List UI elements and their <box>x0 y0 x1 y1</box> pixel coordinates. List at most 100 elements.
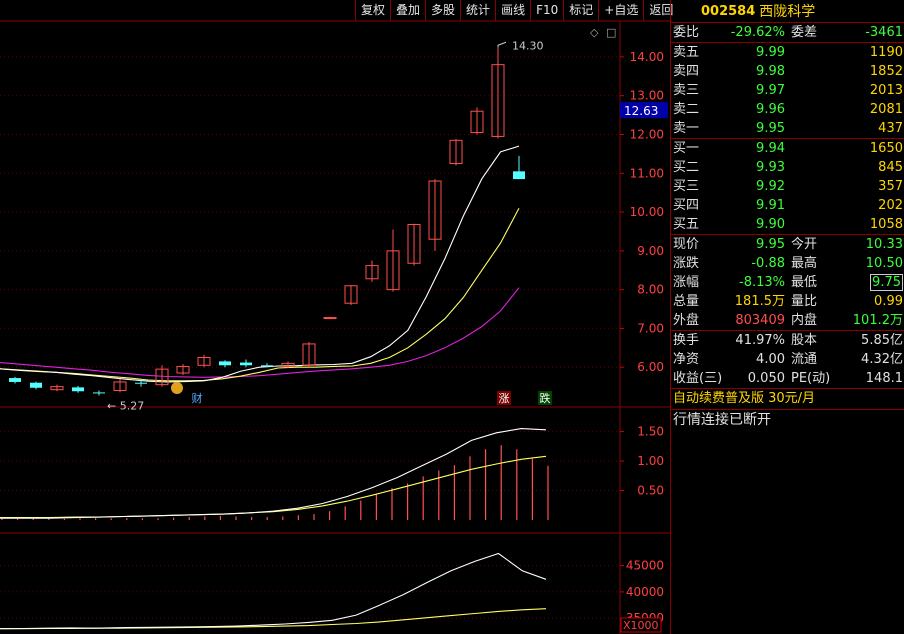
bid-price: 9.91 <box>756 198 785 213</box>
toolbar-button-0[interactable]: 复权 <box>355 0 390 21</box>
main-price-axis: 14.00 13.00 12.00 11.00 10.00 9.00 8.00 7.00 6.0… <box>590 26 668 374</box>
ask-price: 9.97 <box>756 83 785 98</box>
ask-volume: 1852 <box>869 64 903 79</box>
candle-body <box>240 362 252 366</box>
stat-row: 涨幅 -8.13% 最低 9.75 <box>671 273 904 292</box>
kline-chart[interactable]: 14.00 13.00 12.00 11.00 10.00 9.00 8.00 7.00 6.0… <box>0 0 670 634</box>
bid-row: 买一 9.94 1650 <box>671 139 904 158</box>
volume-line-2 <box>0 455 547 519</box>
stat-row: 现价 9.95 今开 10.33 <box>671 235 904 254</box>
stat-row: 涨跌 -0.88 最高 10.50 <box>671 254 904 273</box>
fund-label: 流通 <box>791 352 818 367</box>
toolbar-button-8[interactable]: 返回 <box>643 0 678 21</box>
price-tick-label: 13.00 <box>630 89 664 103</box>
bid-book: 买一 9.94 1650 买二 9.93 845 买三 9.92 357 买四 9.91 202 买五 9… <box>671 138 904 234</box>
stat-row: 外盘 803409 内盘 101.2万 <box>671 311 904 330</box>
weicha-label: 委差 <box>791 25 818 40</box>
bid-label: 买五 <box>673 217 700 232</box>
high-label: 14.30 <box>512 39 544 52</box>
toolbar-button-6[interactable]: 标记 <box>563 0 598 21</box>
stat-value: 10.50 <box>865 256 903 271</box>
ma5-path <box>0 145 520 383</box>
unit-box <box>620 617 662 633</box>
stat-value: 101.2万 <box>852 313 903 328</box>
bid-volume: 202 <box>878 198 903 213</box>
ma20-path <box>0 287 520 378</box>
high-pointer <box>497 41 507 48</box>
candle-body <box>176 365 190 374</box>
candle-body <box>344 285 358 304</box>
current-price-label: 12.63 <box>624 104 658 118</box>
bid-row: 买四 9.91 202 <box>671 196 904 215</box>
candle-body <box>302 343 316 366</box>
connection-status: 行情连接已断开 <box>671 409 904 430</box>
fund-label: 收益(三) <box>673 371 723 386</box>
volume-tick-label: 0.50 <box>637 484 664 498</box>
candle-body <box>50 386 64 391</box>
fund-row: 收益(三) 0.050 PE(动) 148.1 <box>671 369 904 388</box>
chart-toolbar: 复权 叠加 多股 统计 画线 F10 标记 +自选 返回 <box>355 0 678 21</box>
marker-cai: 财 <box>192 391 203 405</box>
fund-label: 净资 <box>673 352 700 367</box>
ask-volume: 1190 <box>869 45 903 60</box>
fund-row: 换手 41.97% 股本 5.85亿 <box>671 331 904 350</box>
stat-value: 0.99 <box>874 294 903 309</box>
volume-tick-label: 1.00 <box>637 454 664 468</box>
bid-price: 9.92 <box>756 179 785 194</box>
fund-value: 4.00 <box>756 352 785 367</box>
subscription-ad[interactable]: 自动续费普及版 30元/月 <box>671 388 904 409</box>
candle-body <box>407 223 421 264</box>
indicator-panel: 450004000035000X1000 <box>0 552 664 633</box>
marker-die: 跌 <box>540 391 551 405</box>
stat-label: 最低 <box>791 275 818 290</box>
candle-body <box>261 365 273 367</box>
candle-body <box>281 362 295 367</box>
fund-label: PE(动) <box>791 371 831 386</box>
bid-price: 9.93 <box>756 160 785 175</box>
stat-label: 最高 <box>791 256 818 271</box>
indicator-tick-label: 45000 <box>626 559 664 573</box>
price-tick-label: 14.00 <box>630 50 664 64</box>
stat-value: 181.5万 <box>734 294 785 309</box>
price-stats: 现价 9.95 今开 10.33 涨跌 -0.88 最高 10.50 涨幅 -8.13% 最低 9.7… <box>671 234 904 330</box>
ask-price: 9.98 <box>756 64 785 79</box>
bid-volume: 845 <box>878 160 903 175</box>
price-tick-label: 8.00 <box>637 283 664 297</box>
stock-name: 西陇科学 <box>759 4 816 20</box>
quote-panel: 002584 西陇科学 委比 -29.62% 委差 -3461 卖五 9.99 11… <box>670 0 904 634</box>
indicator-line-1 <box>0 552 547 630</box>
ask-book: 卖五 9.99 1190 卖四 9.98 1852 卖三 9.97 2013 卖二 9.96 2081… <box>671 42 904 138</box>
fund-value: 41.97% <box>735 333 785 348</box>
price-tick-label: 11.00 <box>630 166 664 180</box>
candle-body <box>155 368 169 386</box>
square-icon: □ <box>606 26 616 39</box>
bid-label: 买一 <box>673 141 700 156</box>
price-tick-label: 6.00 <box>637 360 664 374</box>
marker-zhang-bg <box>497 391 511 405</box>
toolbar-button-7[interactable]: +自选 <box>598 0 643 21</box>
ma20-line <box>0 287 520 378</box>
ask-label: 卖一 <box>673 121 700 136</box>
candle-body <box>323 317 337 320</box>
price-tick-label: 7.00 <box>637 321 664 335</box>
weibi-value: -29.62% <box>730 25 785 40</box>
stat-label: 总量 <box>673 294 700 309</box>
bid-row: 买二 9.93 845 <box>671 158 904 177</box>
toolbar-button-5[interactable]: F10 <box>530 0 563 21</box>
toolbar-button-1[interactable]: 叠加 <box>390 0 425 21</box>
toolbar-button-2[interactable]: 多股 <box>425 0 460 21</box>
indicator-unit: X1000 <box>623 619 659 632</box>
candle-body <box>113 381 127 391</box>
ma10-path <box>0 207 520 382</box>
fund-label: 股本 <box>791 333 818 348</box>
stat-label: 今开 <box>791 237 818 252</box>
toolbar-button-3[interactable]: 统计 <box>460 0 495 21</box>
stat-row: 总量 181.5万 量比 0.99 <box>671 292 904 311</box>
stat-value: -0.88 <box>751 256 785 271</box>
candle-body <box>93 392 105 394</box>
weibi-label: 委比 <box>673 25 700 40</box>
candle-body <box>386 250 400 291</box>
price-tick-label: 12.00 <box>630 127 664 141</box>
toolbar-button-4[interactable]: 画线 <box>495 0 530 21</box>
stat-value: 10.33 <box>865 237 903 252</box>
